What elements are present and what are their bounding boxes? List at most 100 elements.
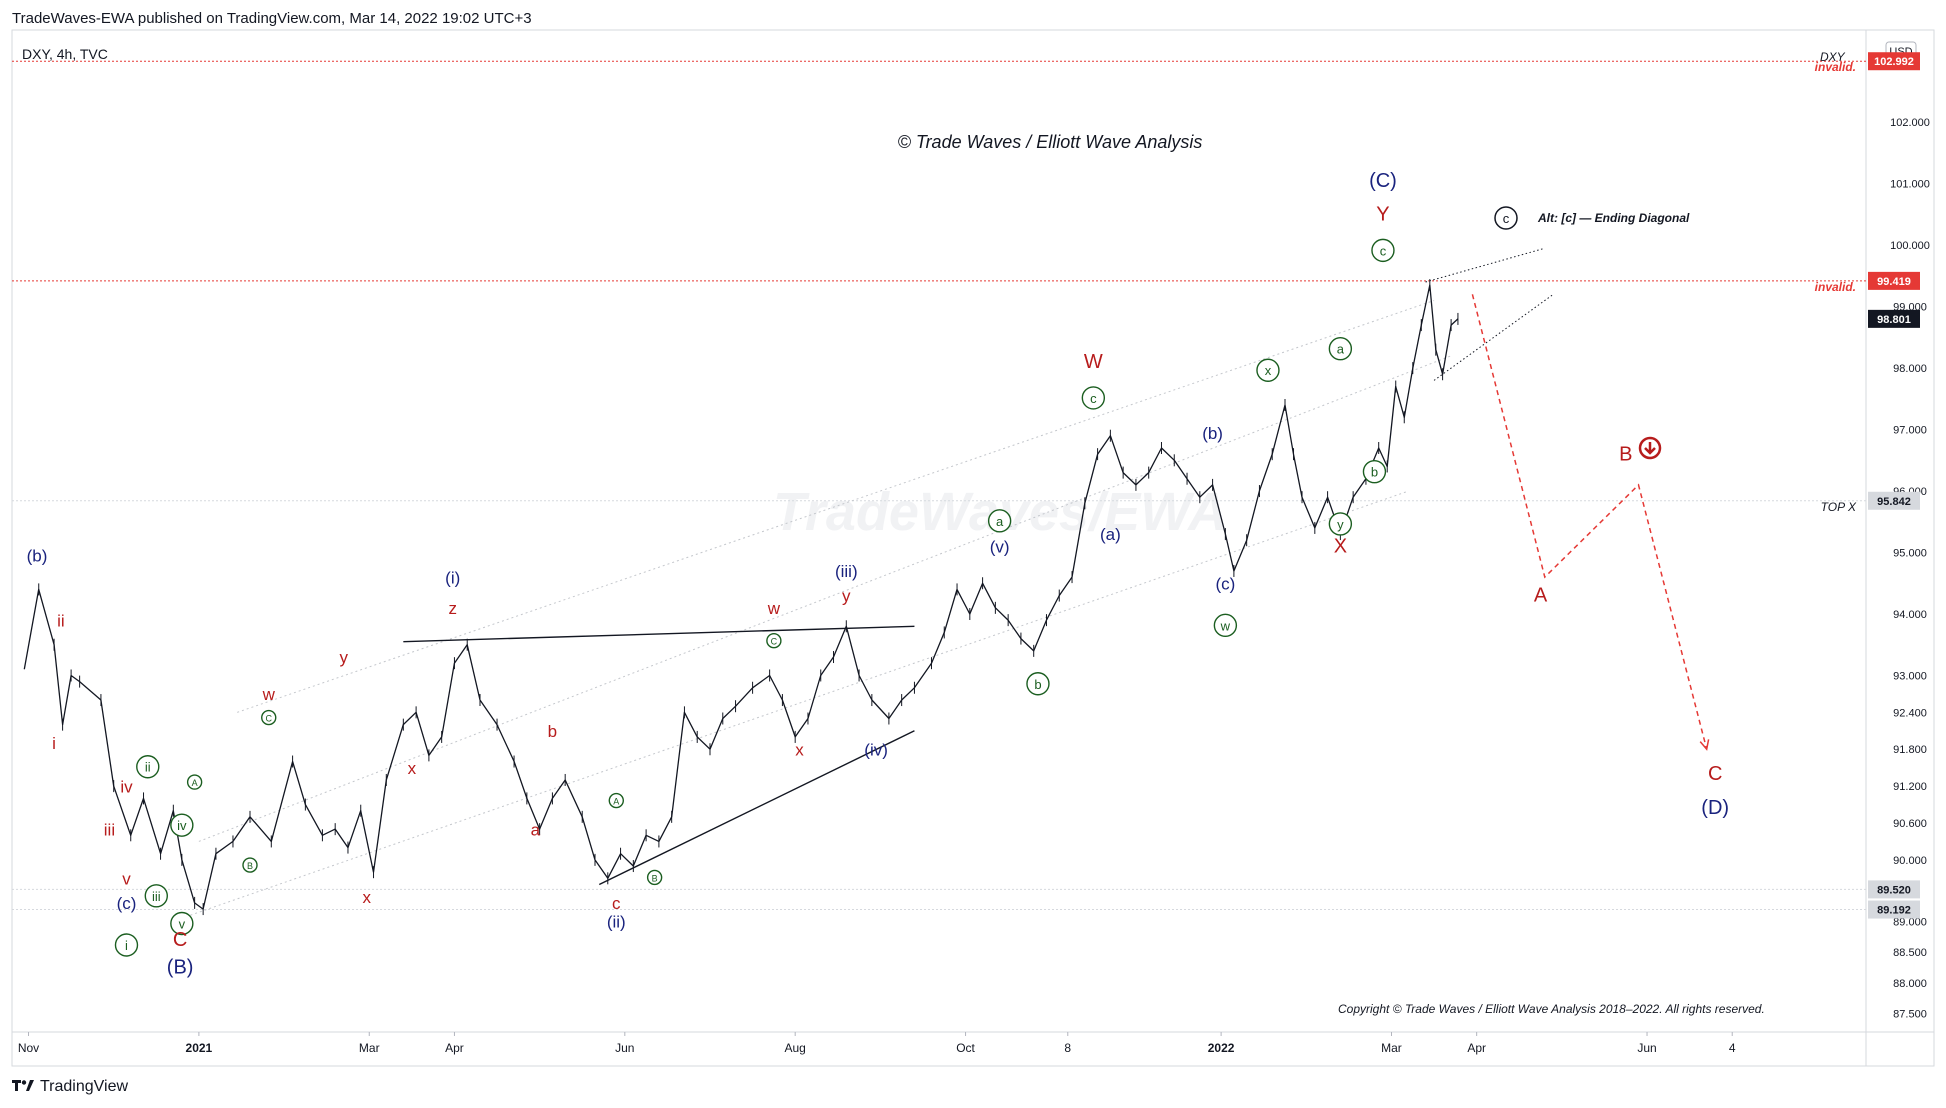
wave-label-53: B: [1619, 443, 1632, 465]
wave-label-6: (c): [117, 894, 137, 913]
trend-line-0: [403, 625, 915, 643]
diagonal-line-0: [1425, 247, 1545, 283]
chart-frame: [11, 29, 1935, 1067]
y-tick-label-18: 87.500: [1893, 1009, 1927, 1021]
down-arrow-icon: [1638, 436, 1662, 460]
wave-label-circle-10: [144, 884, 168, 908]
wave-label-circle-39: [1081, 386, 1106, 410]
price-tag-label-0: 102.992: [1874, 56, 1914, 68]
price-tag-label-2: 98.801: [1877, 314, 1911, 326]
wave-label-55: (D): [1701, 797, 1729, 819]
projection-arrowhead: [1699, 739, 1710, 751]
wave-label-9: iv: [177, 818, 187, 833]
tradingview-logo-icon: [12, 1078, 34, 1096]
y-tick-label-5: 97.000: [1893, 425, 1927, 437]
price-tag-label-5: 89.192: [1877, 905, 1911, 917]
y-tick-label-8: 94.000: [1893, 609, 1927, 621]
wave-label-11: v: [179, 916, 186, 931]
x-tick-label-8: 2022: [1208, 1041, 1235, 1055]
y-tick-label-10: 92.400: [1893, 707, 1927, 719]
footer-brand[interactable]: TradingView: [12, 1078, 128, 1096]
wave-label-48: X: [1334, 536, 1347, 558]
y-tick-label-2: 100.000: [1890, 240, 1930, 252]
projection-path: [1471, 294, 1708, 750]
wave-label-42: (c): [1215, 574, 1235, 593]
wave-label-40: (a): [1100, 525, 1121, 544]
wave-label-52: A: [1534, 585, 1548, 607]
price-tag-label-1: 99.419: [1877, 276, 1911, 288]
wave-label-44: x: [1265, 363, 1272, 378]
wave-label-circle-47: [1328, 512, 1353, 536]
footer-brand-label: TradingView: [40, 1078, 129, 1095]
price-tag-0: [1868, 52, 1920, 71]
wave-label-10: iii: [152, 889, 161, 904]
price-tag-note-0: invalid.: [1815, 60, 1856, 74]
wave-label-7: i: [125, 938, 128, 953]
wave-label-43: w: [1220, 618, 1231, 633]
wave-label-22: z: [448, 599, 457, 618]
x-tick-label-0: Nov: [18, 1041, 39, 1055]
wave-label-28: (ii): [607, 912, 626, 931]
price-tag-5: [1868, 900, 1920, 919]
wave-label-13: (B): [167, 957, 194, 979]
diagonal-line-1: [1433, 293, 1554, 381]
wave-label-35: a: [996, 514, 1004, 529]
wave-label-circle-44: [1256, 358, 1280, 382]
symbol-short-label: DXY: [1820, 50, 1846, 64]
wave-label-31: x: [795, 740, 804, 759]
y-tick-label-15: 89.000: [1893, 916, 1927, 928]
wave-label-circle-25: [608, 792, 624, 809]
alt-note-circle-label: c: [1503, 211, 1510, 226]
y-tick-label-12: 91.200: [1893, 781, 1927, 793]
wave-label-41: (b): [1202, 424, 1223, 443]
wave-label-32: (iii): [835, 562, 858, 581]
symbol-label: DXY, 4h, TVC: [22, 46, 108, 62]
wave-label-33: y: [842, 587, 851, 606]
wave-label-4: iii: [104, 820, 115, 839]
wave-label-49: (C): [1369, 170, 1397, 192]
alt-note-circle: [1494, 206, 1518, 230]
wave-label-51: c: [1380, 243, 1387, 258]
x-tick-label-3: Apr: [445, 1041, 464, 1055]
y-tick-label-7: 95.000: [1893, 548, 1927, 560]
wave-label-25: A: [613, 797, 619, 807]
y-tick-label-1: 101.000: [1890, 179, 1930, 191]
wave-label-14: A: [192, 778, 198, 788]
wave-label-8: ii: [145, 760, 151, 775]
wave-label-39: c: [1090, 391, 1097, 406]
y-tick-label-0: 102.000: [1890, 117, 1930, 129]
wave-label-circle-11: [170, 911, 194, 936]
wave-label-16: w: [262, 685, 276, 704]
x-tick-label-9: Mar: [1381, 1041, 1402, 1055]
wave-label-54: C: [1708, 763, 1722, 785]
x-tick-label-5: Aug: [785, 1041, 806, 1055]
price-tag-4: [1868, 880, 1920, 899]
copyright-note: Copyright © Trade Waves / Elliott Wave A…: [1338, 1002, 1765, 1016]
wave-label-circle-26: [646, 869, 663, 886]
y-tick-label-9: 93.000: [1893, 670, 1927, 682]
channel-line-0: [237, 300, 1435, 713]
wave-label-18: x: [362, 888, 371, 907]
price-tag-label-3: 95.842: [1877, 496, 1911, 508]
price-tag-note-3: TOP X: [1821, 500, 1857, 514]
trend-line-1: [598, 730, 915, 886]
wave-label-15: B: [247, 861, 253, 871]
x-tick-label-1: 2021: [186, 1041, 213, 1055]
wave-label-17: C: [265, 714, 272, 724]
wave-label-29: w: [767, 599, 781, 618]
y-tick-label-11: 91.800: [1893, 744, 1927, 756]
price-tag-2: [1868, 309, 1920, 328]
wave-label-1: ii: [57, 611, 65, 630]
channel-line-2: [190, 490, 1409, 916]
wave-label-circle-45: [1328, 337, 1353, 361]
y-tick-label-4: 98.000: [1893, 363, 1927, 375]
wave-label-circle-8: [136, 755, 160, 779]
wave-label-12: C: [173, 929, 187, 951]
wave-label-36: (v): [990, 538, 1010, 557]
wave-label-19: y: [339, 648, 348, 667]
channel-line-1: [198, 355, 1452, 842]
wave-label-20: x: [408, 759, 417, 778]
x-tick-label-6: Oct: [956, 1041, 975, 1055]
wave-label-3: iv: [120, 777, 133, 796]
